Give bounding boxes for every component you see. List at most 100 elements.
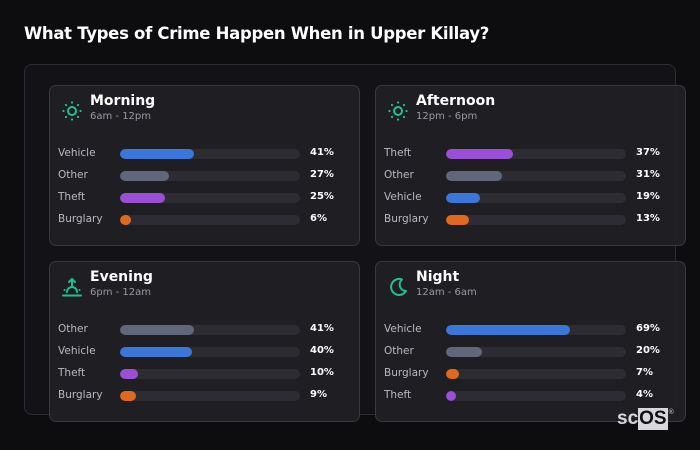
bar-fill bbox=[120, 325, 194, 335]
bar-track bbox=[120, 369, 300, 379]
card-title: Evening bbox=[90, 269, 153, 285]
card-morning: Morning 6am - 12pm Vehicle 41% Other 27% The… bbox=[49, 85, 360, 246]
moon-icon bbox=[390, 277, 407, 296]
percentage-value: 9% bbox=[310, 389, 327, 400]
percentage-value: 7% bbox=[636, 367, 653, 378]
percentage-value: 6% bbox=[310, 213, 327, 224]
bar-track bbox=[446, 369, 626, 379]
crime-type-label: Theft bbox=[58, 191, 86, 203]
crime-type-label: Vehicle bbox=[384, 191, 422, 203]
bar-fill bbox=[446, 391, 456, 401]
crime-type-label: Burglary bbox=[58, 213, 103, 225]
crime-row-other: Other 41% bbox=[50, 319, 359, 341]
crime-row-burglary: Burglary 13% bbox=[376, 209, 685, 231]
crime-type-label: Burglary bbox=[384, 367, 429, 379]
crime-row-other: Other 31% bbox=[376, 165, 685, 187]
sun-icon bbox=[388, 101, 408, 121]
crime-type-label: Theft bbox=[384, 389, 412, 401]
crime-type-label: Other bbox=[384, 169, 414, 181]
bar-fill bbox=[446, 171, 502, 181]
crime-rows: Other 41% Vehicle 40% Theft 10% Burglary 9% bbox=[50, 319, 359, 407]
bar-track bbox=[446, 325, 626, 335]
crime-type-label: Burglary bbox=[58, 389, 103, 401]
crime-type-label: Theft bbox=[58, 367, 86, 379]
percentage-value: 41% bbox=[310, 323, 334, 334]
crime-row-burglary: Burglary 9% bbox=[50, 385, 359, 407]
registered-mark: ® bbox=[668, 409, 674, 416]
crime-row-theft: Theft 4% bbox=[376, 385, 685, 407]
bar-track bbox=[446, 347, 626, 357]
bar-track bbox=[446, 171, 626, 181]
percentage-value: 41% bbox=[310, 147, 334, 158]
logo-sc: sc bbox=[617, 408, 639, 429]
percentage-value: 25% bbox=[310, 191, 334, 202]
percentage-value: 20% bbox=[636, 345, 660, 356]
bar-track bbox=[446, 149, 626, 159]
card-evening: Evening 6pm - 12am Other 41% Vehicle 40% The… bbox=[49, 261, 360, 422]
percentage-value: 4% bbox=[636, 389, 653, 400]
bar-fill bbox=[446, 215, 470, 225]
percentage-value: 37% bbox=[636, 147, 660, 158]
bar-track bbox=[120, 149, 300, 159]
bar-fill bbox=[446, 347, 482, 357]
crime-row-theft: Theft 10% bbox=[50, 363, 359, 385]
bar-fill bbox=[446, 193, 481, 203]
card-time-range: 6pm - 12am bbox=[90, 287, 152, 298]
bar-fill bbox=[120, 149, 194, 159]
card-afternoon: Afternoon 12pm - 6pm Theft 37% Other 31% Veh… bbox=[375, 85, 686, 246]
bar-fill bbox=[446, 325, 571, 335]
crime-type-label: Vehicle bbox=[58, 345, 96, 357]
card-night: Night 12am - 6am Vehicle 69% Other 20% Burgl… bbox=[375, 261, 686, 422]
crime-row-vehicle: Vehicle 40% bbox=[50, 341, 359, 363]
percentage-value: 27% bbox=[310, 169, 334, 180]
percentage-value: 10% bbox=[310, 367, 334, 378]
crime-type-label: Other bbox=[384, 345, 414, 357]
bar-track bbox=[446, 215, 626, 225]
bar-fill bbox=[120, 391, 137, 401]
crime-type-label: Vehicle bbox=[58, 147, 96, 159]
crime-row-theft: Theft 37% bbox=[376, 143, 685, 165]
bar-fill bbox=[120, 193, 165, 203]
card-time-range: 12am - 6am bbox=[416, 287, 477, 298]
percentage-value: 19% bbox=[636, 191, 660, 202]
crime-row-vehicle: Vehicle 69% bbox=[376, 319, 685, 341]
scos-logo: sc OS ® bbox=[617, 408, 674, 430]
sun-icon bbox=[62, 101, 82, 121]
percentage-value: 40% bbox=[310, 345, 334, 356]
bar-fill bbox=[120, 171, 169, 181]
bar-track bbox=[120, 193, 300, 203]
crime-type-label: Other bbox=[58, 323, 88, 335]
bar-fill bbox=[446, 149, 513, 159]
crime-type-label: Vehicle bbox=[384, 323, 422, 335]
crime-type-label: Other bbox=[58, 169, 88, 181]
bar-fill bbox=[120, 347, 192, 357]
bar-track bbox=[446, 193, 626, 203]
percentage-value: 69% bbox=[636, 323, 660, 334]
bar-fill bbox=[120, 369, 138, 379]
crime-row-vehicle: Vehicle 19% bbox=[376, 187, 685, 209]
crime-row-burglary: Burglary 7% bbox=[376, 363, 685, 385]
bar-track bbox=[120, 325, 300, 335]
card-title: Morning bbox=[90, 93, 156, 109]
card-title: Night bbox=[416, 269, 460, 285]
crime-rows: Vehicle 41% Other 27% Theft 25% Burglary 6% bbox=[50, 143, 359, 231]
card-title: Afternoon bbox=[416, 93, 496, 109]
bar-track bbox=[446, 391, 626, 401]
card-time-range: 12pm - 6pm bbox=[416, 111, 478, 122]
card-time-range: 6am - 12pm bbox=[90, 111, 152, 122]
crime-row-other: Other 20% bbox=[376, 341, 685, 363]
sunset-icon bbox=[62, 277, 82, 297]
bar-track bbox=[120, 347, 300, 357]
crime-type-label: Theft bbox=[384, 147, 412, 159]
crime-row-other: Other 27% bbox=[50, 165, 359, 187]
percentage-value: 13% bbox=[636, 213, 660, 224]
bar-track bbox=[120, 215, 300, 225]
bar-fill bbox=[446, 369, 459, 379]
crime-row-burglary: Burglary 6% bbox=[50, 209, 359, 231]
bar-track bbox=[120, 171, 300, 181]
logo-os: OS bbox=[638, 408, 668, 430]
crime-row-theft: Theft 25% bbox=[50, 187, 359, 209]
crime-rows: Vehicle 69% Other 20% Burglary 7% Theft 4% bbox=[376, 319, 685, 407]
bar-track bbox=[120, 391, 300, 401]
page-title: What Types of Crime Happen When in Upper… bbox=[24, 24, 490, 43]
